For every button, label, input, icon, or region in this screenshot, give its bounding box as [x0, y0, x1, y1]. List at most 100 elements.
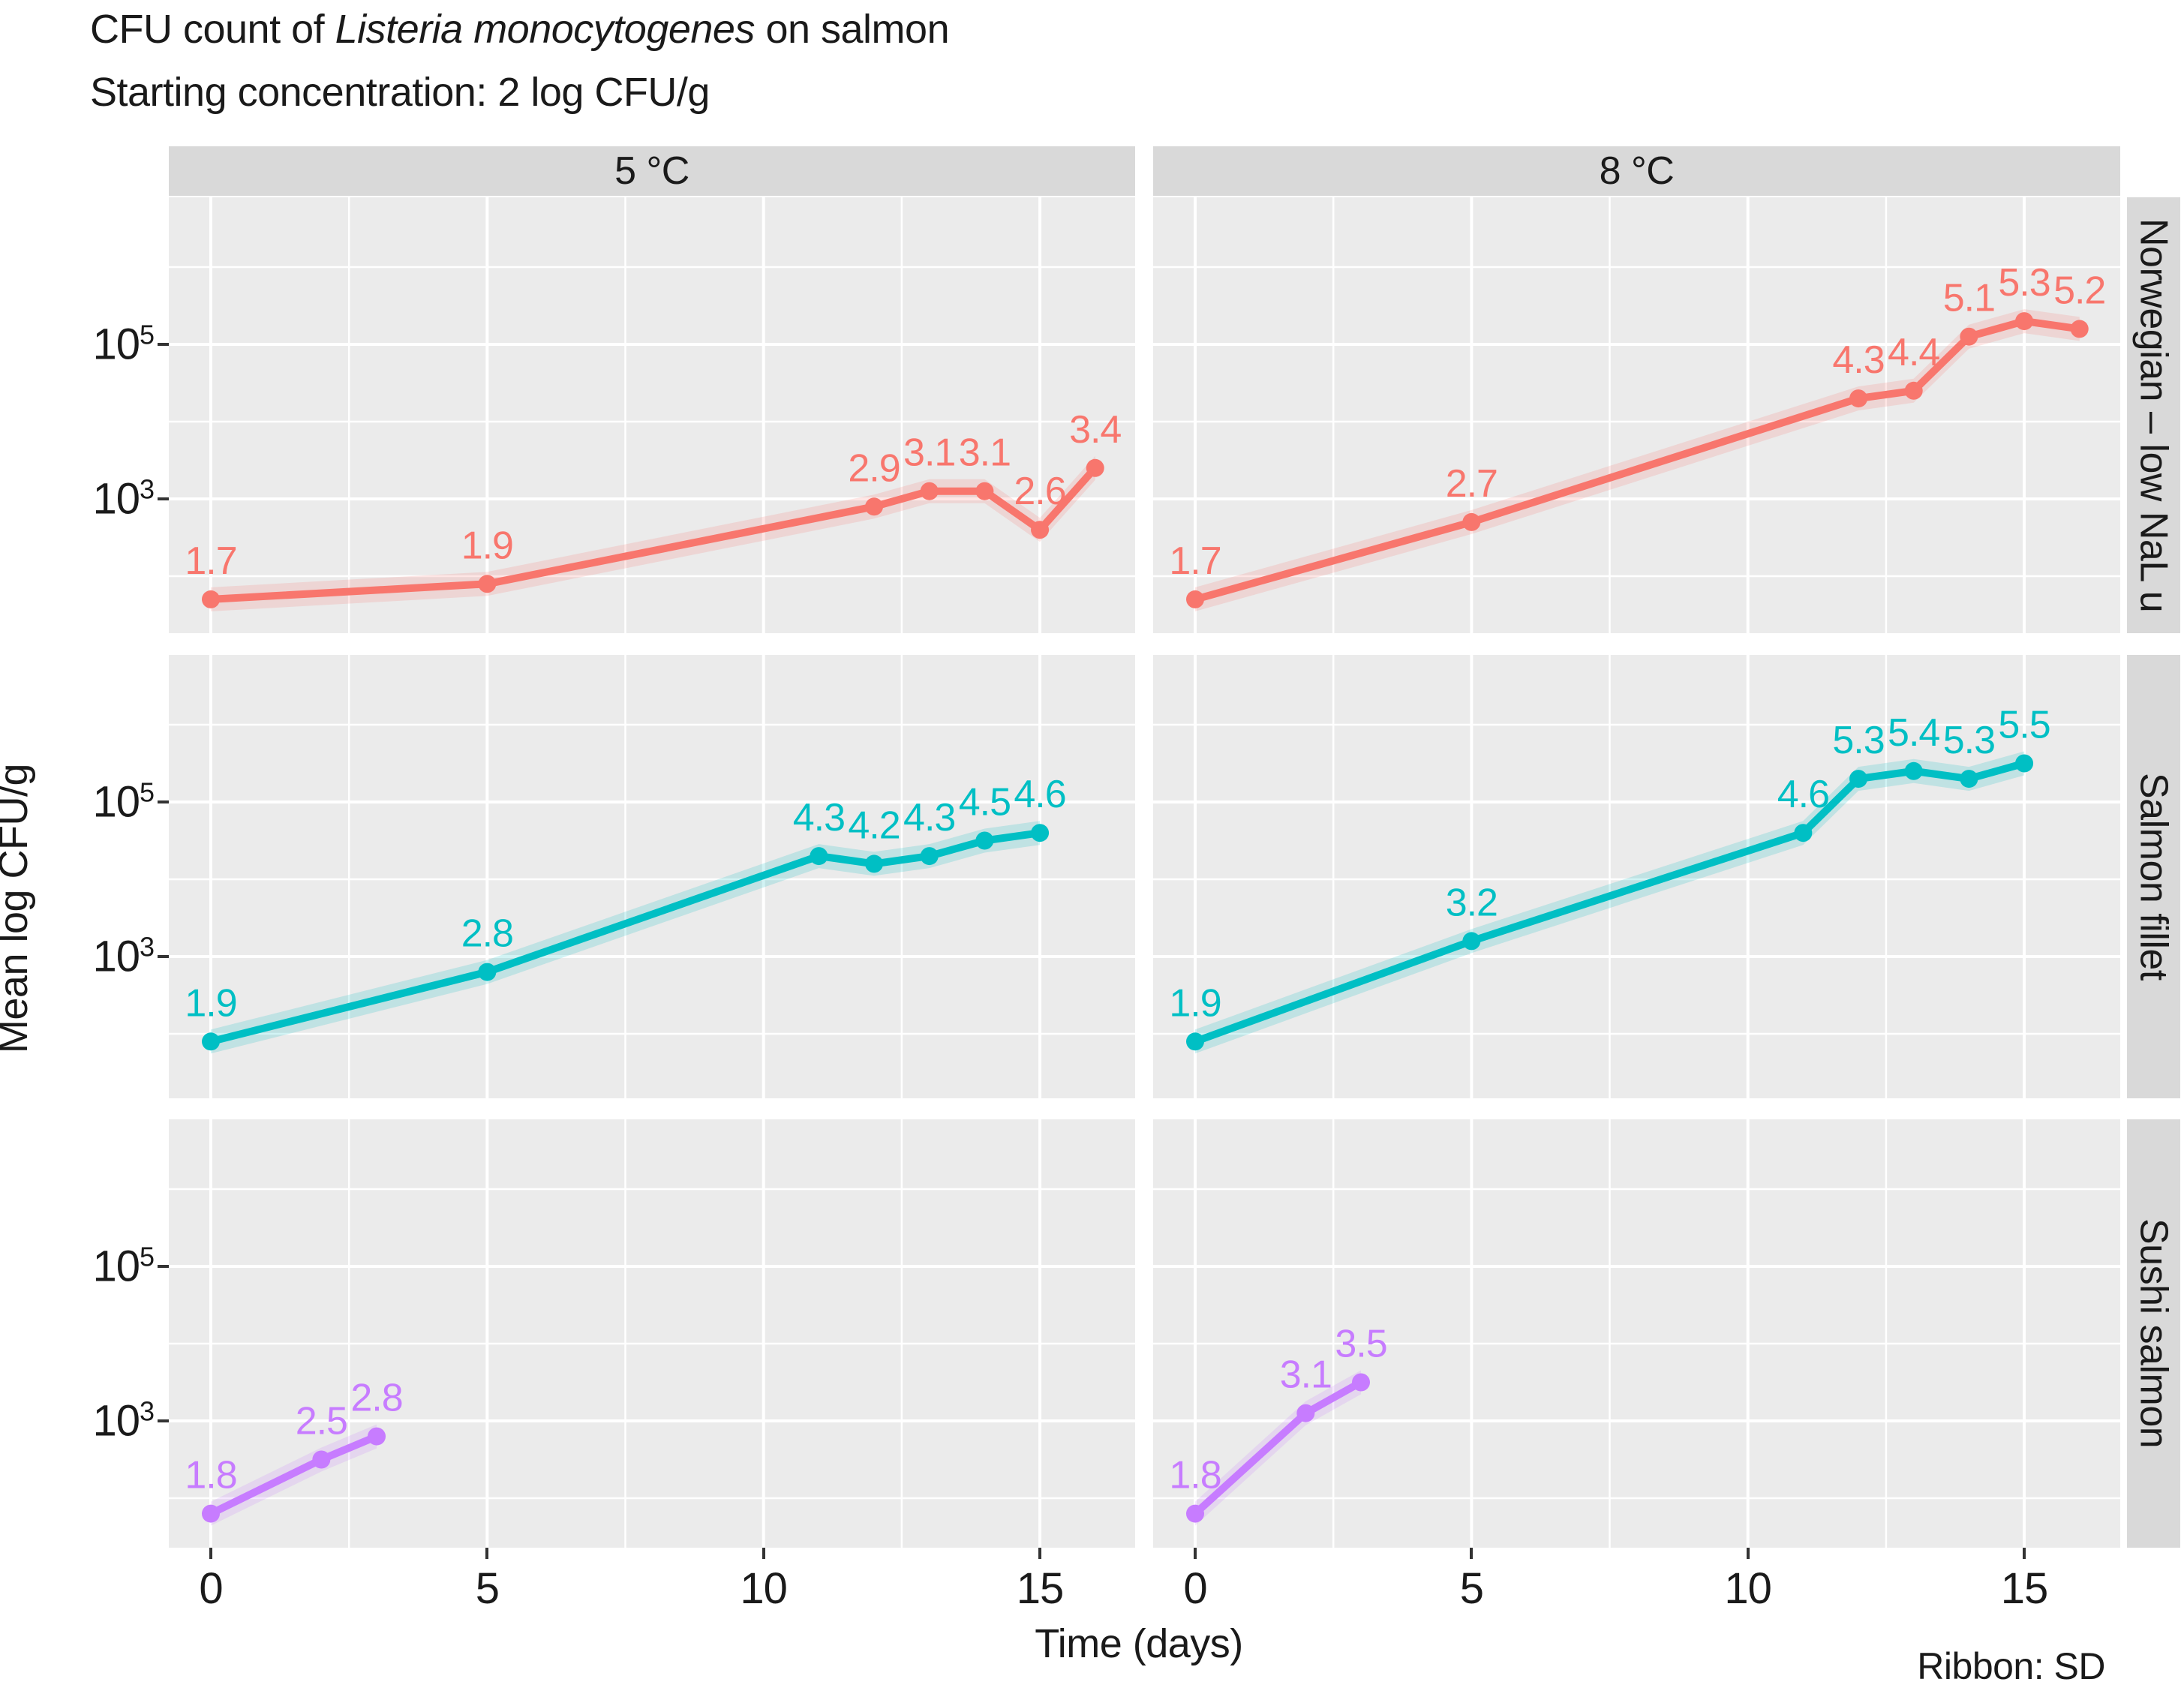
- facet-panel-r1c0: 1.92.84.3 4.2 4.3 4.5 4.6: [169, 655, 1135, 1098]
- data-point-label: 5.3: [1943, 719, 1995, 762]
- y-axis-tick-label: 105: [92, 319, 155, 369]
- facet-strip-row-salmon-fillet: Salmon fillet: [2127, 655, 2180, 1098]
- data-point-label: 2.6: [1014, 470, 1065, 513]
- y-axis-tick-mark: [158, 1419, 169, 1422]
- x-axis-tick-mark: [762, 1548, 765, 1559]
- y-axis-tick-label: 105: [92, 1241, 155, 1291]
- panel-background: [1153, 1119, 2120, 1548]
- data-point: [202, 1032, 220, 1051]
- data-point-label: 5.3: [1832, 719, 1884, 762]
- panel-background: [1153, 197, 2120, 633]
- data-point: [478, 575, 497, 593]
- data-point-label: 1.9: [185, 981, 236, 1025]
- x-axis-tick-label: 0: [199, 1564, 223, 1613]
- data-point: [865, 855, 884, 873]
- data-point: [202, 590, 220, 608]
- data-point-label: 1.7: [185, 539, 236, 583]
- data-point-label: 4.6: [1014, 773, 1065, 816]
- x-axis-tick-mark: [2023, 1548, 2026, 1559]
- facet-panel-r2c0: 1.8 2.52.8: [169, 1119, 1135, 1548]
- data-point: [975, 831, 994, 850]
- y-axis-tick-label: 103: [92, 1395, 155, 1446]
- data-point-label: 5.5: [1998, 704, 2050, 747]
- y-axis-tick-label: 103: [92, 473, 155, 524]
- data-point-label: 4.3: [1832, 338, 1884, 382]
- facet-panel-r0c1: 1.7 2.7 4.3 4.45.1 5.3 5.2: [1153, 197, 2120, 633]
- chart-subtitle: Starting concentration: 2 log CFU/g: [90, 70, 710, 115]
- data-point: [202, 1504, 220, 1523]
- data-point-label: 3.4: [1069, 408, 1121, 452]
- data-point-label: 4.3: [793, 796, 845, 839]
- data-point: [2015, 312, 2034, 331]
- data-point: [1960, 327, 1978, 346]
- panel-background: [1153, 655, 2120, 1098]
- facet-strip-row-norwegian: Norwegian – low NaL u: [2127, 197, 2180, 633]
- data-point: [1794, 824, 1813, 842]
- panel-background: [169, 655, 1135, 1098]
- data-point: [2070, 320, 2089, 338]
- data-point: [1904, 761, 1923, 780]
- data-point-label: 3.2: [1446, 881, 1498, 924]
- data-point-label: 4.4: [1888, 331, 1939, 374]
- data-point: [1849, 389, 1868, 408]
- data-point: [1186, 1504, 1204, 1523]
- data-point: [1462, 512, 1481, 531]
- x-axis-tick-label: 10: [1724, 1564, 1772, 1613]
- data-point: [368, 1427, 386, 1446]
- x-axis-title: Time (days): [1035, 1621, 1243, 1666]
- x-axis-tick-mark: [1194, 1548, 1197, 1559]
- facet-strip-col-5c: 5 °C: [169, 146, 1135, 196]
- sd-ribbon: [211, 821, 1041, 1054]
- data-point: [312, 1450, 331, 1469]
- y-axis-tick-mark: [158, 800, 169, 803]
- data-point: [1462, 932, 1481, 951]
- data-point: [1960, 770, 1978, 788]
- sd-ribbon: [1195, 751, 2025, 1054]
- data-point: [1086, 458, 1104, 477]
- data-point-label: 1.8: [1169, 1454, 1221, 1497]
- facet-panel-r1c1: 1.93.24.65.3 5.4 5.3 5.5: [1153, 655, 2120, 1098]
- data-point: [1186, 590, 1204, 608]
- data-point-label: 2.9: [848, 446, 900, 490]
- data-point-label: 2.5: [296, 1400, 347, 1443]
- data-point-label: 3.1: [1280, 1353, 1332, 1397]
- y-axis-tick-mark: [158, 1265, 169, 1268]
- caption-ribbon-sd: Ribbon: SD: [1917, 1645, 2105, 1687]
- data-point-label: 2.8: [461, 912, 513, 956]
- data-point-label: 5.1: [1943, 277, 1995, 320]
- y-axis-tick-mark: [158, 955, 169, 958]
- data-point: [1186, 1032, 1204, 1051]
- data-point-label: 4.5: [959, 781, 1011, 824]
- facet-strip-row-norwegian-label: Norwegian – low NaL u: [2131, 218, 2176, 613]
- chart-title-species-italic: Listeria monocytogenes: [335, 7, 756, 52]
- data-point: [1849, 770, 1868, 788]
- data-point-label: 2.7: [1446, 462, 1498, 506]
- data-point: [1904, 381, 1923, 400]
- data-point: [2015, 754, 2034, 773]
- y-axis-tick-label: 103: [92, 931, 155, 981]
- x-axis-tick-label: 15: [2000, 1564, 2049, 1613]
- data-point: [810, 847, 828, 866]
- data-point: [1031, 824, 1050, 842]
- data-point-label: 5.3: [1998, 261, 2050, 305]
- data-point-label: 1.8: [185, 1454, 236, 1497]
- data-point-label: 3.5: [1335, 1323, 1386, 1366]
- data-point-label: 5.2: [2053, 269, 2105, 312]
- data-point-label: 3.1: [903, 431, 955, 475]
- data-point-label: 2.8: [350, 1377, 402, 1420]
- sd-ribbon: [211, 455, 1095, 611]
- data-point-label: 1.7: [1169, 539, 1221, 583]
- data-point: [478, 963, 497, 981]
- y-axis-title: Mean log CFU/g: [0, 763, 36, 1054]
- data-point: [975, 482, 994, 500]
- data-point: [1031, 521, 1050, 539]
- x-axis-tick-mark: [1470, 1548, 1474, 1559]
- data-point: [1352, 1373, 1371, 1392]
- facet-strip-row-sushi-salmon-label: Sushi salmon: [2131, 1218, 2176, 1449]
- x-axis-tick-label: 5: [1459, 1564, 1484, 1613]
- x-axis-tick-label: 10: [740, 1564, 788, 1613]
- x-axis-tick-mark: [1038, 1548, 1042, 1559]
- data-point-label: 4.2: [848, 803, 900, 847]
- y-axis-tick-label: 105: [92, 776, 155, 827]
